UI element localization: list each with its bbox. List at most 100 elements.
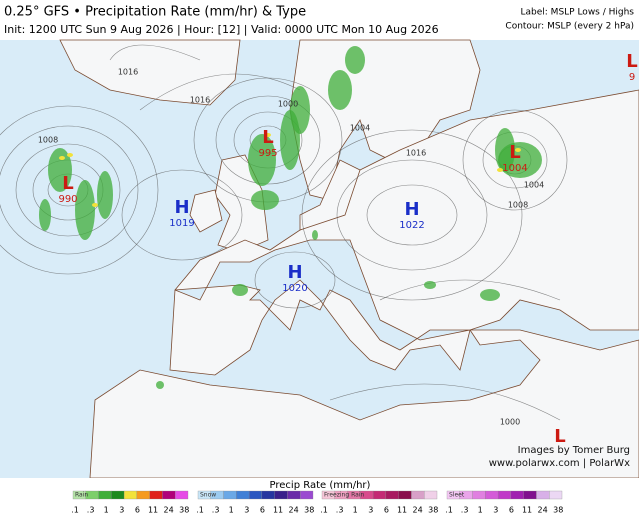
legend-tick: .1 [445, 506, 453, 515]
legend-tick: 38 [553, 506, 563, 515]
isobar-label: 1016 [190, 96, 210, 105]
legend-swatch [123, 490, 138, 500]
precip-area [39, 199, 51, 231]
legend-swatch [424, 490, 438, 500]
precip-area [48, 148, 72, 192]
legend-tick: 38 [428, 506, 438, 515]
label-note: Label: MSLP Lows / Highs [521, 8, 635, 18]
center-symbol: H [174, 197, 189, 218]
legend-swatch [372, 490, 387, 500]
legend-swatch [136, 490, 150, 500]
precip-heavy [59, 156, 65, 160]
legend-swatch [274, 490, 288, 500]
center-value: 1019 [169, 218, 194, 229]
legend-tick: 11 [273, 506, 283, 515]
legend-tick: 6 [509, 506, 514, 515]
legend-group-name: Sleet [449, 492, 465, 499]
isobar [139, 73, 301, 111]
precip-heavy [497, 168, 503, 172]
legend-swatch [536, 490, 550, 500]
center-symbol: L [626, 51, 637, 72]
legend-tick: .3 [336, 506, 344, 515]
land [59, 39, 241, 106]
legend-tick: 3 [368, 506, 373, 515]
title: 0.25° GFS • Precipitation Rate (mm/hr) &… [4, 5, 306, 20]
credit: www.polarwx.com | PolarWx [489, 458, 630, 469]
isobar [0, 105, 159, 275]
subtitle: Init: 1200 UTC Sun 9 Aug 2026 | Hour: [1… [4, 23, 439, 36]
center-symbol: L [509, 142, 520, 163]
isobar-label: 1008 [38, 136, 58, 145]
legend-tick: 24 [289, 506, 299, 515]
legend-swatch [261, 490, 275, 500]
precip-area [345, 46, 365, 74]
precip-area [251, 190, 279, 210]
legend-swatch [162, 490, 176, 500]
legend-tick: 3 [244, 506, 249, 515]
isobar [121, 169, 243, 261]
legend-swatch [111, 490, 125, 500]
legend-tick: 3 [493, 506, 498, 515]
legend-bg [0, 478, 639, 522]
center-value: 990 [58, 194, 77, 205]
center-symbol: H [287, 262, 302, 283]
legend-swatch [287, 490, 301, 500]
legend-tick: .3 [461, 506, 469, 515]
legend-tick: 24 [538, 506, 548, 515]
isobar [482, 131, 548, 189]
contour-note: Contour: MSLP (every 2 hPa) [505, 22, 634, 32]
land [189, 189, 223, 233]
isobar [109, 44, 201, 61]
precip-heavy [67, 153, 73, 157]
precip-heavy [515, 148, 521, 152]
isobar-label: 1000 [500, 418, 520, 427]
legend-tick: .3 [87, 506, 95, 515]
legend-tick: 1 [478, 506, 483, 515]
land [299, 159, 361, 231]
legend-swatch [248, 490, 263, 500]
center-symbol: L [554, 426, 565, 447]
precip-area [480, 289, 500, 301]
center-value: 1004 [502, 163, 527, 174]
precip-area [97, 171, 113, 219]
legend-swatch [385, 490, 399, 500]
legend-swatch [398, 490, 412, 500]
precip-area [312, 230, 318, 240]
legend-swatch [236, 490, 250, 500]
isobar [0, 125, 139, 255]
isobar [329, 383, 561, 421]
precip-area [290, 86, 310, 134]
legend-swatch [485, 490, 499, 500]
legend-swatch [510, 490, 524, 500]
center-symbol: H [404, 199, 419, 220]
legend-swatch [149, 490, 163, 500]
legend-tick: 6 [384, 506, 389, 515]
legend-tick: 11 [148, 506, 158, 515]
legend-tick: .1 [320, 506, 328, 515]
legend-tick: 6 [260, 506, 265, 515]
isobar [254, 251, 336, 309]
legend-tick: 24 [164, 506, 174, 515]
legend-tick: 24 [413, 506, 423, 515]
legend-group-name: Freezing Rain [324, 492, 364, 499]
legend-swatch [523, 490, 537, 500]
legend-swatch [300, 490, 314, 500]
credit: Images by Tomer Burg [518, 445, 630, 456]
legend-tick: .1 [71, 506, 79, 515]
legend-group-name: Snow [200, 492, 216, 499]
isobar [301, 129, 523, 301]
isobar-label: 1016 [118, 68, 138, 77]
legend-group-name: Rain [75, 492, 88, 499]
legend-swatch [175, 490, 189, 500]
isobar-label: 1000 [278, 100, 298, 109]
legend-tick: .1 [196, 506, 204, 515]
legend-tick: 38 [179, 506, 189, 515]
precip-area [424, 281, 436, 289]
legend-tick: .3 [212, 506, 220, 515]
precip-area [248, 134, 276, 186]
precip-heavy [92, 203, 98, 207]
legend-tick: 1 [229, 506, 234, 515]
precip-area [75, 180, 95, 240]
center-symbol: L [262, 127, 273, 148]
